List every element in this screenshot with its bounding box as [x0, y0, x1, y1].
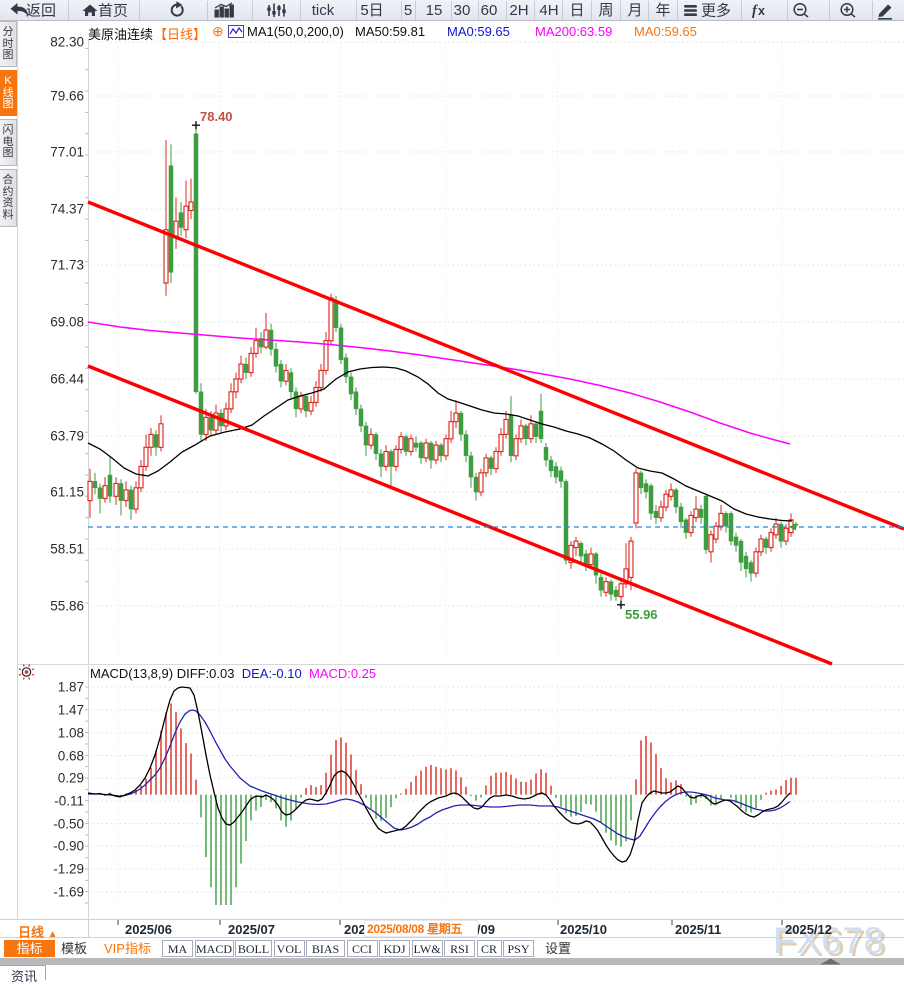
svg-text:78.40: 78.40 — [200, 109, 233, 124]
svg-text:首页: 首页 — [98, 3, 128, 20]
svg-text:55.96: 55.96 — [625, 607, 658, 622]
svg-text:f: f — [752, 3, 759, 19]
svg-text:更多: 更多 — [701, 3, 731, 20]
svg-text:返回: 返回 — [26, 3, 56, 20]
svg-text:x: x — [758, 4, 765, 18]
